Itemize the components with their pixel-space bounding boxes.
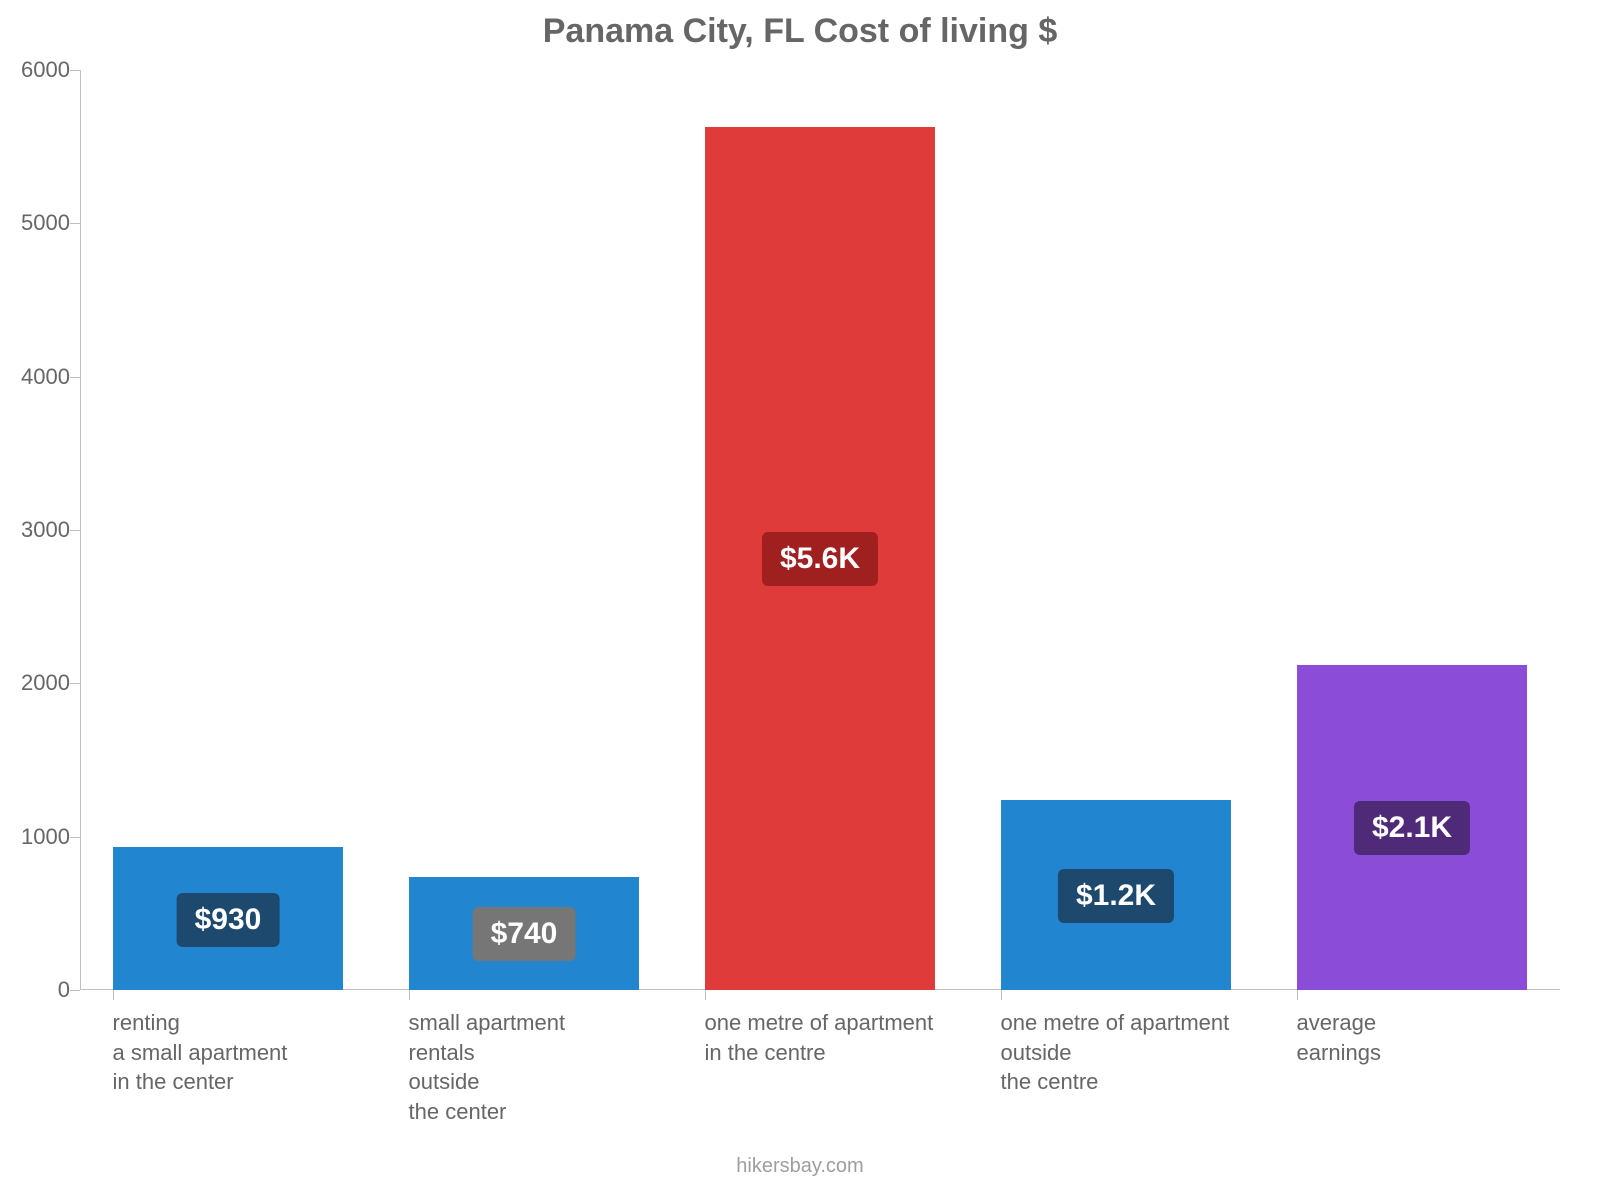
category-label: renting a small apartment in the center — [113, 1008, 288, 1097]
y-tick — [70, 837, 80, 838]
category-label: one metre of apartment in the centre — [705, 1008, 934, 1067]
y-axis-line — [80, 70, 81, 990]
bar-value-label: $740 — [473, 907, 576, 961]
plot-area: 0100020003000400050006000$930renting a s… — [80, 70, 1560, 990]
y-tick — [70, 70, 80, 71]
y-tick-label: 3000 — [12, 517, 70, 543]
bar-value-label: $5.6K — [762, 532, 878, 586]
category-label: small apartment rentals outside the cent… — [409, 1008, 566, 1127]
x-tick — [409, 990, 410, 1000]
footer-attribution: hikersbay.com — [0, 1155, 1600, 1178]
y-tick-label: 5000 — [12, 210, 70, 236]
y-tick — [70, 530, 80, 531]
y-tick — [70, 377, 80, 378]
bar-value-label: $930 — [177, 893, 280, 947]
chart-container: Panama City, FL Cost of living $ 0100020… — [0, 0, 1600, 1200]
x-tick — [113, 990, 114, 1000]
y-tick — [70, 223, 80, 224]
y-tick — [70, 683, 80, 684]
category-label: one metre of apartment outside the centr… — [1001, 1008, 1230, 1097]
y-tick-label: 2000 — [12, 670, 70, 696]
y-tick — [70, 990, 80, 991]
bar-value-label: $2.1K — [1354, 801, 1470, 855]
y-tick-label: 0 — [12, 977, 70, 1003]
y-tick-label: 1000 — [12, 824, 70, 850]
category-label: average earnings — [1297, 1008, 1381, 1067]
x-tick — [705, 990, 706, 1000]
y-tick-label: 4000 — [12, 364, 70, 390]
chart-title: Panama City, FL Cost of living $ — [0, 12, 1600, 51]
x-tick — [1297, 990, 1298, 1000]
x-tick — [1001, 990, 1002, 1000]
y-tick-label: 6000 — [12, 57, 70, 83]
bar-value-label: $1.2K — [1058, 869, 1174, 923]
